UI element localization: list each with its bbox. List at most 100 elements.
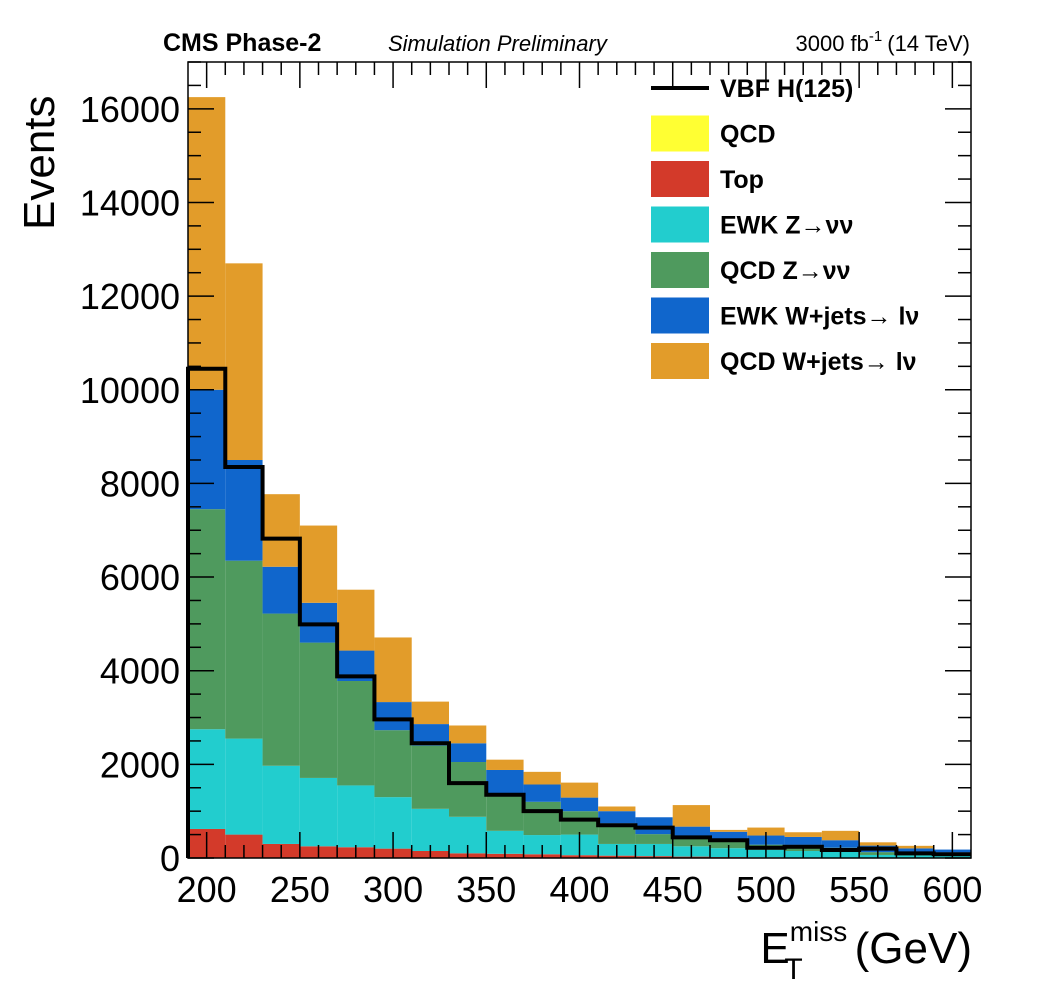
x-axis-title: Emiss T (GeV) xyxy=(760,916,972,986)
bar-qcd-z-2 xyxy=(262,613,300,766)
bar-qcd-w-jets-l-7 xyxy=(449,725,487,744)
bar-qcd-z-10 xyxy=(560,811,599,835)
x-title-sub: T xyxy=(784,953,802,986)
bar-ewk-w-jets-l-17 xyxy=(821,840,860,848)
bar-qcd-z-0 xyxy=(188,509,226,730)
bar-ewk-z-2 xyxy=(262,765,300,844)
experiment-label: CMS Phase-2 xyxy=(163,29,321,57)
y-tick-label-2000: 2000 xyxy=(100,744,180,785)
y-tick-label-0: 0 xyxy=(160,838,180,879)
bar-ewk-z-6 xyxy=(411,808,449,851)
bar-qcd-w-jets-l-0 xyxy=(188,97,226,390)
y-tick-label-8000: 8000 xyxy=(100,463,180,504)
bar-qcd-z-12 xyxy=(635,834,673,844)
tick-labels: 0 2000 4000 6000 8000 10000 12000 14000 16000 200… xyxy=(80,89,983,910)
bar-ewk-w-jets-l-16 xyxy=(784,836,822,845)
legend-swatch-qcd-z xyxy=(651,252,709,288)
bar-qcd-w-jets-l-4 xyxy=(337,589,375,651)
bar-ewk-z-0 xyxy=(188,729,226,829)
lumi-exponent: -1 xyxy=(869,28,882,45)
bar-qcd-w-jets-l-13 xyxy=(672,805,710,827)
y-tick-label-16000: 16000 xyxy=(80,89,180,130)
bar-ewk-z-3 xyxy=(299,777,338,847)
legend-label-qcd: QCD xyxy=(720,121,776,149)
y-tick-label-10000: 10000 xyxy=(80,370,180,411)
bar-ewk-w-jets-l-10 xyxy=(560,797,599,812)
bar-ewk-w-jets-l-5 xyxy=(374,702,412,731)
bar-ewk-w-jets-l-7 xyxy=(449,743,487,763)
bar-qcd-w-jets-l-16 xyxy=(784,832,822,837)
bar-qcd-w-jets-l-9 xyxy=(523,771,561,785)
axis-ticks xyxy=(188,61,971,859)
legend-label-qcd-w-jets-l: QCD W+jets→ lν xyxy=(720,348,917,376)
bar-ewk-w-jets-l-14 xyxy=(710,831,748,842)
legend-label-ewk-w-jets-l: EWK W+jets→ lν xyxy=(720,303,919,331)
bar-ewk-z-9 xyxy=(523,835,561,855)
bar-qcd-z-9 xyxy=(523,801,561,836)
bar-qcd-z-14 xyxy=(710,841,748,849)
x-tick-label-250: 250 xyxy=(270,869,330,910)
bar-qcd-z-7 xyxy=(449,762,487,817)
bar-ewk-w-jets-l-0 xyxy=(188,389,226,510)
x-tick-label-450: 450 xyxy=(643,869,703,910)
bar-qcd-w-jets-l-11 xyxy=(598,806,636,812)
bar-qcd-w-jets-l-3 xyxy=(299,525,338,603)
bar-ewk-w-jets-l-8 xyxy=(486,769,524,795)
y-tick-label-14000: 14000 xyxy=(80,182,180,223)
plot-border xyxy=(187,61,972,859)
bar-ewk-w-jets-l-9 xyxy=(523,784,561,802)
lumi-value: 3000 fb xyxy=(796,31,869,56)
legend-swatch-qcd xyxy=(651,115,709,152)
bar-qcd-w-jets-l-17 xyxy=(821,830,860,841)
y-tick-label-6000: 6000 xyxy=(100,557,180,598)
status-label: Simulation Preliminary xyxy=(388,31,609,56)
legend-swatch-qcd-w-jets-l xyxy=(651,343,709,379)
legend-swatch-ewk-z xyxy=(651,206,709,243)
x-title-unit: (GeV) xyxy=(855,924,972,973)
stacked-histogram xyxy=(188,97,971,858)
bar-qcd-w-jets-l-14 xyxy=(710,829,748,832)
bar-ewk-w-jets-l-11 xyxy=(598,811,636,824)
bar-qcd-z-6 xyxy=(411,745,449,809)
x-tick-label-200: 200 xyxy=(177,869,237,910)
bar-ewk-w-jets-l-6 xyxy=(411,724,449,746)
x-title-main: E xyxy=(760,924,789,973)
x-tick-label-500: 500 xyxy=(736,869,796,910)
bar-ewk-z-8 xyxy=(486,830,524,854)
bar-qcd-z-5 xyxy=(374,730,412,798)
legend: VBF H(125) QCD Top EWK Z→νν QCD Z→νν EWK W+je… xyxy=(651,75,919,379)
legend-label-top: Top xyxy=(720,166,764,194)
bar-qcd-w-jets-l-18 xyxy=(859,842,897,846)
legend-label-qcd-z: QCD Z→νν xyxy=(720,257,851,285)
bar-ewk-w-jets-l-2 xyxy=(262,566,300,614)
bar-qcd-z-8 xyxy=(486,794,524,831)
bar-ewk-w-jets-l-1 xyxy=(225,460,263,561)
bar-ewk-z-1 xyxy=(225,738,263,835)
x-tick-label-400: 400 xyxy=(549,869,609,910)
bar-qcd-w-jets-l-15 xyxy=(747,827,785,836)
y-axis-title: Events xyxy=(15,95,64,230)
y-tick-label-4000: 4000 xyxy=(100,651,180,692)
bar-qcd-z-3 xyxy=(299,642,338,778)
legend-swatch-top xyxy=(651,161,709,197)
bar-ewk-w-jets-l-13 xyxy=(672,826,710,836)
bar-ewk-z-4 xyxy=(337,785,375,848)
bar-qcd-z-13 xyxy=(672,835,710,847)
legend-label-vbf-h-125: VBF H(125) xyxy=(720,75,853,103)
legend-label-ewk-z: EWK Z→νν xyxy=(720,212,853,240)
bar-qcd-w-jets-l-2 xyxy=(262,494,300,567)
plot-frame xyxy=(187,61,972,859)
bar-qcd-w-jets-l-10 xyxy=(560,782,599,798)
bar-qcd-z-1 xyxy=(225,560,263,739)
x-tick-label-600: 600 xyxy=(922,869,982,910)
x-title-sup: miss xyxy=(790,916,848,947)
lumi-label: 3000 fb-1 (14 TeV) xyxy=(796,28,971,56)
y-tick-label-12000: 12000 xyxy=(80,276,180,317)
legend-swatch-ewk-w-jets-l xyxy=(651,297,709,334)
x-tick-label-300: 300 xyxy=(363,869,423,910)
bar-qcd-w-jets-l-6 xyxy=(411,701,449,725)
bar-qcd-w-jets-l-5 xyxy=(374,637,412,703)
bar-qcd-z-4 xyxy=(337,681,375,786)
bar-qcd-z-11 xyxy=(598,823,636,844)
